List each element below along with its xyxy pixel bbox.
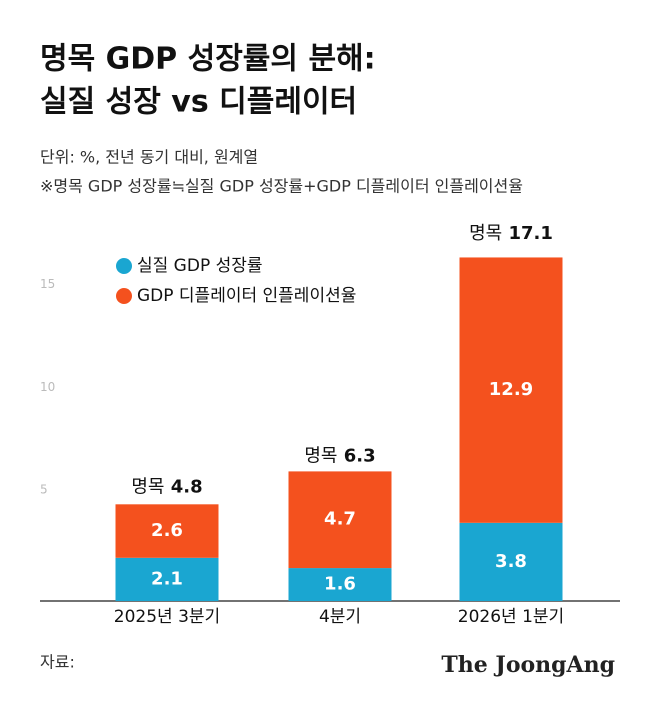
value-label: 3.8: [495, 551, 527, 572]
total-value: 6.3: [344, 445, 376, 466]
bar-segment: [115, 557, 219, 601]
x-tick-label: 4분기: [319, 607, 361, 627]
legend-swatch: [116, 258, 132, 274]
brand-logo: The JoongAng: [441, 652, 615, 678]
total-label: 명목 4.8: [131, 476, 202, 497]
total-prefix: 명목: [469, 223, 502, 244]
value-label: 2.6: [151, 520, 183, 541]
x-tick-label: 2025년 3분기: [114, 607, 220, 627]
x-tick-label: 2026년 1분기: [458, 607, 564, 627]
total-value: 17.1: [508, 223, 552, 244]
total-prefix: 명목: [304, 445, 337, 466]
y-tick-label: 5: [40, 483, 48, 497]
legend-label: GDP 디플레이터 인플레이션율: [137, 286, 356, 306]
source: 자료:: [40, 653, 75, 672]
bar-segment: [115, 504, 219, 558]
bar-segment: [288, 568, 392, 601]
total-value: 4.8: [171, 476, 203, 497]
total-prefix: 명목: [131, 476, 164, 497]
y-tick-label: 15: [40, 277, 55, 291]
chart-title: 실질 성장 vs 디플레이터: [40, 85, 357, 120]
subtitle: ※명목 GDP 성장률≒실질 GDP 성장률+GDP 디플레이터 인플레이션율: [40, 177, 523, 196]
value-label: 2.1: [151, 568, 183, 589]
total-label: 명목 17.1: [469, 223, 553, 244]
y-tick-label: 10: [40, 380, 55, 394]
bar-segment: [288, 471, 392, 569]
bar-segment: [459, 522, 563, 601]
bar-segment: [459, 257, 563, 523]
value-label: 12.9: [489, 379, 533, 400]
chart-title: 명목 GDP 성장률의 분해:: [40, 42, 376, 77]
value-label: 1.6: [324, 574, 356, 595]
value-label: 4.7: [324, 509, 356, 530]
legend-swatch: [116, 288, 132, 304]
legend-label: 실질 GDP 성장률: [137, 256, 263, 276]
subtitle: 단위: %, 전년 동기 대비, 원계열: [40, 148, 258, 167]
total-label: 명목 6.3: [304, 445, 375, 466]
